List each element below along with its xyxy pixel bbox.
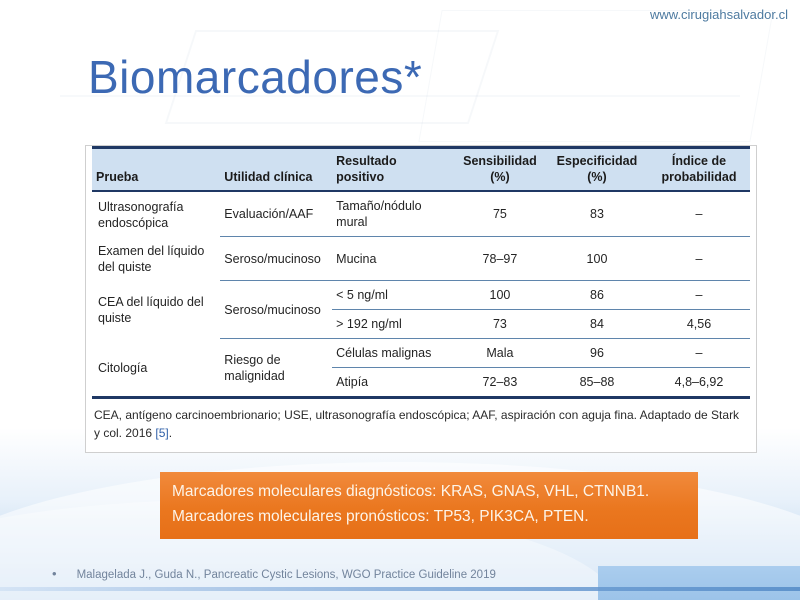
table-row: Atipía 72–83 85–88 4,8–6,92 [92,367,750,398]
col-header-resultado-positivo: Resultado positivo [332,146,454,193]
cell-sensibilidad: Mala [453,338,546,368]
table-row: Examen del líquido del quiste Seroso/muc… [92,236,750,281]
cell-especificidad: 86 [545,280,648,310]
cell-prueba: Examen del líquido del quiste [98,243,205,274]
cell-resultado: > 192 ng/ml [332,309,454,339]
cell-utilidad: Seroso/mucinoso [220,280,333,339]
biomarkers-table: Prueba Utilidad clínica Resultado positi… [92,146,750,400]
col-header-utilidad-clinica: Utilidad clínica [220,146,333,193]
cell-especificidad: 85–88 [545,367,648,398]
footer-citation: • Malagelada J., Guda N., Pancreatic Cys… [52,566,496,581]
cell-utilidad: Riesgo de malignidad [220,338,333,398]
cell-utilidad: Seroso/mucinoso [220,236,333,281]
table-row: Ultrasonografía endoscópica Evaluación/A… [92,191,750,237]
table-footnote: CEA, antígeno carcinoembrionario; USE, u… [94,407,748,442]
cell-resultado: Atipía [332,367,454,398]
footnote-suffix: . [168,425,173,440]
cell-indice: – [647,338,750,368]
cell-sensibilidad: 75 [492,207,507,222]
citation-reference: [5] [155,425,169,440]
cell-indice: – [647,280,750,310]
molecular-markers-callout: Marcadores moleculares diagnósticos: KRA… [160,472,698,539]
callout-line-pronosticos: Marcadores moleculares pronósticos: TP53… [172,508,589,526]
cell-especificidad: 96 [545,338,648,368]
cell-sensibilidad: 100 [453,280,546,310]
col-header-sensibilidad: Sensibilidad (%) [453,146,546,193]
cell-especificidad: 83 [590,207,604,222]
cell-indice: – [695,207,703,222]
callout-line-diagnosticos: Marcadores moleculares diagnósticos: KRA… [172,483,650,500]
cell-indice: 4,8–6,92 [647,367,750,398]
cell-sensibilidad: 78–97 [453,236,546,281]
cell-prueba: Citología [98,360,148,375]
cell-utilidad: Evaluación/AAF [224,207,314,222]
cell-indice: – [647,236,750,281]
biomarkers-table-card: Prueba Utilidad clínica Resultado positi… [85,145,757,453]
corner-accent-bar [598,566,800,600]
cell-resultado: < 5 ng/ml [332,280,454,310]
cell-prueba: CEA del líquido del quiste [98,294,204,325]
cell-especificidad: 84 [545,309,648,339]
table-row: CEA del líquido del quiste Seroso/mucino… [92,280,750,339]
cell-especificidad: 100 [545,236,648,281]
watermark-sketch [60,95,740,97]
footnote-text: CEA, antígeno carcinoembrionario; USE, u… [94,408,740,440]
col-header-indice-probabilidad: Índice de probabilidad [647,146,750,193]
table-row: Citología Riesgo de malignidad Células m… [92,338,750,398]
cell-prueba: Ultrasonografía endoscópica [98,199,184,230]
col-header-especificidad: Especificidad (%) [545,146,648,193]
cell-resultado: Tamaño/nódulo mural [336,199,422,230]
col-header-prueba: Prueba [92,146,221,193]
watermark-sketch [418,10,774,142]
cell-resultado: Mucina [332,236,454,281]
website-url: www.cirugiahsalvador.cl [649,7,788,22]
table-header-row: Prueba Utilidad clínica Resultado positi… [92,146,750,193]
cell-resultado: Células malignas [332,338,454,368]
table-row: > 192 ng/ml 73 84 4,56 [92,309,750,339]
bottom-accent-line [0,587,800,591]
cell-indice: 4,56 [647,309,750,339]
bullet-marker: • [52,566,57,581]
slide-title: Biomarcadores* [88,51,423,103]
cell-sensibilidad: 73 [453,309,546,339]
cell-sensibilidad: 72–83 [453,367,546,398]
citation-text: Malagelada J., Guda N., Pancreatic Cysti… [76,569,496,581]
